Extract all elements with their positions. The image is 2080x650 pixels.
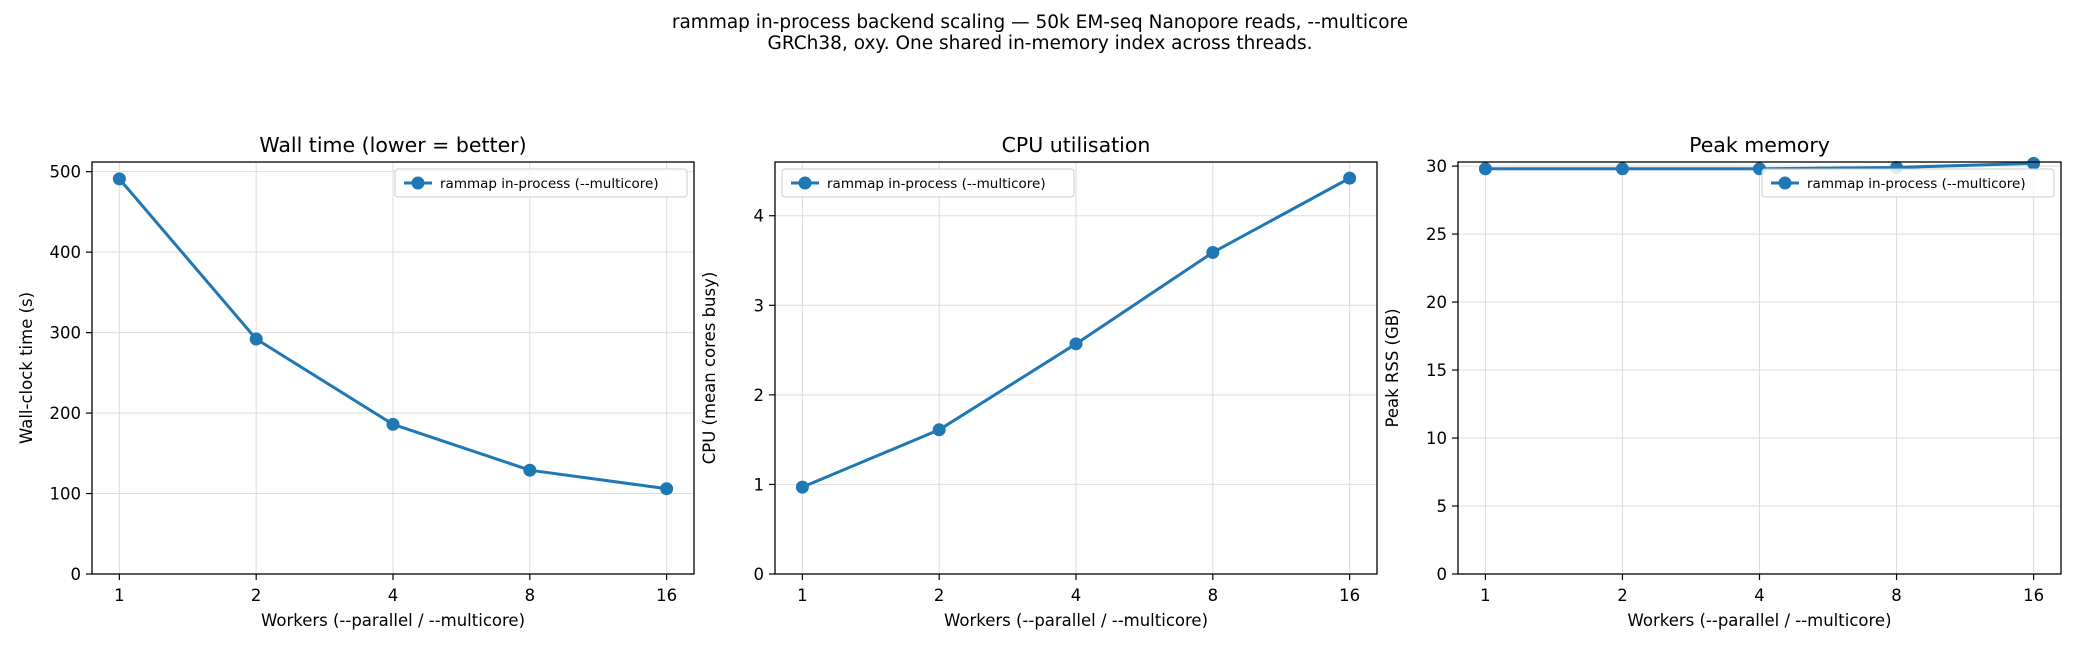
figure-suptitle-line1: rammap in-process backend scaling — 50k … <box>672 12 1408 33</box>
data-point <box>1615 162 1629 176</box>
x-axis-label: Workers (--parallel / --multicore) <box>944 611 1208 630</box>
legend-box <box>781 168 1075 198</box>
legend-marker-swatch <box>1778 176 1792 190</box>
y-axis-label: Wall-clock time (s) <box>17 292 36 444</box>
chart-panel-2: 1 2 4 8 16 0 1 2 3 4 CPU utilisation Workers (--par… <box>700 133 1378 630</box>
y-tick-label: 5 <box>1437 497 1448 516</box>
x-tick-label: 16 <box>656 586 677 605</box>
legend-box <box>1761 168 2055 198</box>
legend: rammap in-process (--multicore) <box>394 168 688 198</box>
chart-title: Peak memory <box>1689 133 1830 157</box>
x-tick-label: 1 <box>1480 586 1491 605</box>
y-tick-label: 0 <box>754 565 765 584</box>
data-point <box>386 417 400 431</box>
data-point <box>1478 162 1492 176</box>
x-axis-label: Workers (--parallel / --multicore) <box>1628 611 1892 630</box>
legend: rammap in-process (--multicore) <box>1761 168 2055 198</box>
x-tick-label: 2 <box>251 586 262 605</box>
legend-label: rammap in-process (--multicore) <box>1807 176 2026 192</box>
legend-marker-swatch <box>798 176 812 190</box>
y-tick-label: 300 <box>50 324 82 343</box>
data-point <box>660 482 674 496</box>
data-point <box>1206 245 1220 259</box>
x-tick-label: 8 <box>525 586 536 605</box>
x-tick-label: 4 <box>1754 586 1765 605</box>
data-point <box>1343 171 1357 185</box>
data-point <box>795 480 809 494</box>
legend-marker-swatch <box>411 176 425 190</box>
data-point <box>932 423 946 437</box>
y-tick-label: 0 <box>71 565 82 584</box>
y-tick-label: 30 <box>1426 157 1447 176</box>
y-tick-label: 200 <box>50 404 82 423</box>
chart-title: Wall time (lower = better) <box>259 133 526 157</box>
chart-panel-1: 1 2 4 8 16 0 100 200 300 400 500 Wall time (lower =… <box>17 133 695 630</box>
chart-title: CPU utilisation <box>1002 133 1151 157</box>
y-tick-label: 3 <box>754 296 765 315</box>
data-point <box>2027 156 2041 170</box>
x-tick-label: 4 <box>388 586 399 605</box>
y-tick-label: 20 <box>1426 293 1447 312</box>
y-tick-label: 1 <box>754 475 765 494</box>
legend-label: rammap in-process (--multicore) <box>827 176 1046 192</box>
y-tick-label: 2 <box>754 386 765 405</box>
y-tick-label: 100 <box>50 485 82 504</box>
x-tick-label: 2 <box>1617 586 1628 605</box>
y-axis-label: Peak RSS (GB) <box>1383 308 1402 427</box>
plot-frame <box>91 161 695 575</box>
legend-box <box>394 168 688 198</box>
plot-frame <box>774 161 1378 575</box>
data-point <box>1069 337 1083 351</box>
plot-frame <box>1457 161 2062 575</box>
y-tick-label: 25 <box>1426 225 1447 244</box>
chart-panel-3: 1 2 4 8 16 0 5 10 15 20 25 30 Peak memory Workers (--… <box>1383 133 2062 630</box>
x-tick-label: 2 <box>934 586 945 605</box>
y-tick-label: 400 <box>50 243 82 262</box>
y-tick-label: 0 <box>1437 565 1448 584</box>
y-tick-label: 15 <box>1426 361 1447 380</box>
y-tick-label: 10 <box>1426 429 1447 448</box>
x-tick-label: 8 <box>1891 586 1902 605</box>
x-tick-label: 16 <box>2023 586 2044 605</box>
figure-suptitle-line2: GRCh38, oxy. One shared in-memory index … <box>768 33 1313 54</box>
data-point <box>249 332 263 346</box>
legend: rammap in-process (--multicore) <box>781 168 1075 198</box>
legend-label: rammap in-process (--multicore) <box>440 176 659 192</box>
x-tick-label: 1 <box>114 586 125 605</box>
data-point <box>112 172 126 186</box>
x-tick-label: 4 <box>1071 586 1082 605</box>
y-axis-label: CPU (mean cores busy) <box>700 272 719 465</box>
x-axis-label: Workers (--parallel / --multicore) <box>261 611 525 630</box>
data-point <box>523 463 537 477</box>
x-tick-label: 1 <box>797 586 808 605</box>
y-tick-label: 4 <box>754 207 765 226</box>
y-tick-label: 500 <box>50 163 82 182</box>
x-tick-label: 16 <box>1339 586 1360 605</box>
x-tick-label: 8 <box>1208 586 1219 605</box>
